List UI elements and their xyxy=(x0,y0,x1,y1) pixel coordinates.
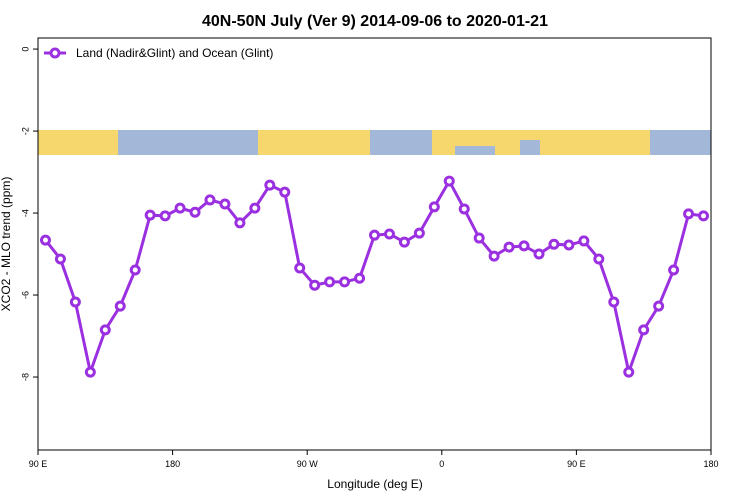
point xyxy=(84,366,96,378)
series-line xyxy=(44,177,704,378)
point xyxy=(473,232,485,244)
point xyxy=(563,239,575,251)
x-axis-label: Longitude (deg E) xyxy=(327,477,422,491)
legend: Land (Nadir&Glint) and Ocean (Glint) xyxy=(44,46,273,60)
chart-title: 40N-50N July (Ver 9) 2014-09-06 to 2020-… xyxy=(202,13,548,30)
point xyxy=(548,238,560,250)
y-tick-label: -6 xyxy=(20,291,30,299)
x-tick-label: 180 xyxy=(703,459,718,469)
point xyxy=(443,175,455,187)
x-tick-label: 180 xyxy=(165,459,180,469)
point xyxy=(249,202,261,214)
point xyxy=(99,324,111,336)
point xyxy=(159,210,171,222)
y-tick-label: -4 xyxy=(20,209,30,217)
x-tick-label: 90 W xyxy=(297,459,319,469)
point xyxy=(369,229,380,241)
point xyxy=(39,234,51,246)
point xyxy=(488,250,500,262)
point xyxy=(144,209,156,221)
point xyxy=(264,179,276,191)
y-tick-label: -8 xyxy=(20,373,30,381)
point xyxy=(204,194,216,206)
point xyxy=(578,235,590,247)
point xyxy=(683,208,695,220)
point xyxy=(653,300,665,312)
point xyxy=(279,186,291,198)
point xyxy=(668,264,680,276)
x-tick-label: 90 E xyxy=(567,459,586,469)
point xyxy=(339,276,351,288)
point xyxy=(114,300,126,312)
point xyxy=(413,227,425,239)
point xyxy=(354,272,366,284)
point xyxy=(69,296,81,308)
x-tick-label: 0 xyxy=(439,459,444,469)
point xyxy=(174,202,186,214)
y-axis-label: XCO2 - MLO trend (ppm) xyxy=(0,177,13,312)
point xyxy=(219,198,231,210)
point xyxy=(294,262,306,274)
point xyxy=(428,201,440,213)
point xyxy=(189,206,201,218)
plot-frame xyxy=(37,37,712,451)
point xyxy=(638,324,650,336)
point xyxy=(623,366,635,378)
point xyxy=(398,236,410,248)
point xyxy=(503,241,515,253)
x-tick-label: 90 E xyxy=(29,459,48,469)
legend-marker xyxy=(49,47,61,59)
point xyxy=(533,248,545,260)
point xyxy=(593,253,605,265)
point xyxy=(309,279,321,291)
point xyxy=(383,228,395,240)
point xyxy=(698,210,710,222)
point xyxy=(518,240,530,252)
point xyxy=(458,203,470,215)
point xyxy=(129,264,141,276)
y-tick-label: -2 xyxy=(20,127,30,135)
point xyxy=(54,253,66,265)
legend-label: Land (Nadir&Glint) and Ocean (Glint) xyxy=(76,46,273,60)
point xyxy=(324,276,336,288)
point xyxy=(234,217,246,229)
point xyxy=(608,296,620,308)
y-tick-label: 0 xyxy=(20,47,30,52)
map-strip xyxy=(38,130,711,155)
